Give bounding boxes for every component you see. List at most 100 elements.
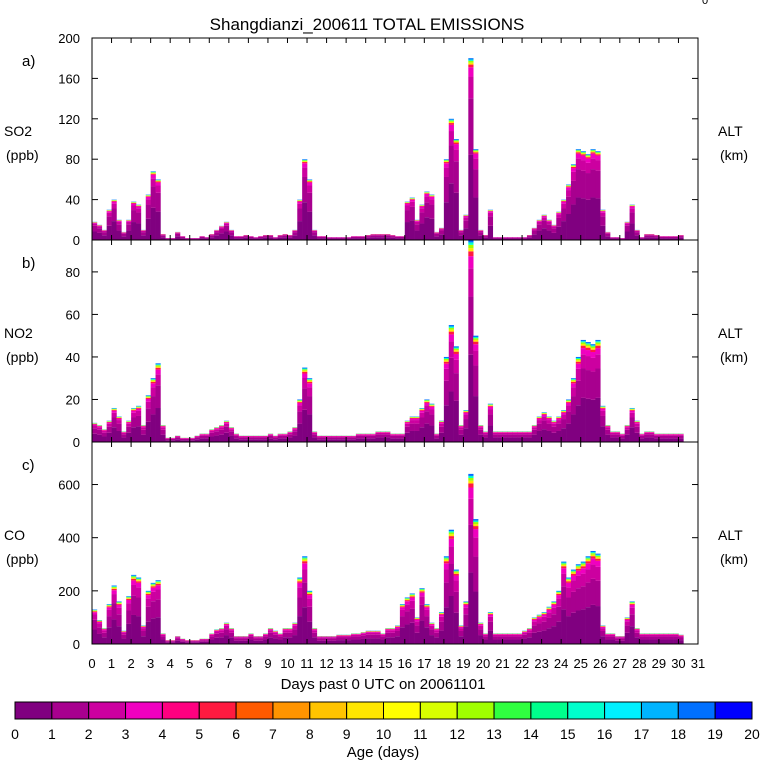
bar-segment [448,119,454,121]
bar-segment [478,624,484,626]
bar-segment [561,411,567,412]
bar-segment [116,224,122,231]
bar-segment [619,434,625,435]
series-bar [634,420,640,442]
bar-segment [443,163,450,168]
bar-segment [605,233,611,237]
bar-segment [380,432,386,433]
bar-segment [658,639,665,644]
series-bar [233,236,239,240]
bar-segment [282,629,288,631]
bar-segment [429,199,435,205]
bar-segment [419,412,425,418]
bar-segment [96,627,103,634]
bar-segment [395,435,401,439]
series-bar [292,229,298,240]
bar-segment [438,423,445,427]
bar-segment [619,434,625,436]
bar-segment [307,182,313,186]
bar-segment [311,637,318,644]
bar-segment [570,414,577,442]
bar-segment [458,636,464,644]
bar-segment [566,616,572,644]
series-bar [326,435,332,442]
bar-segment [536,423,542,431]
bar-segment [126,426,132,433]
bar-segment [448,538,454,547]
bar-segment [155,364,161,366]
bar-segment [468,296,474,355]
bar-segment [155,408,161,442]
bar-segment [649,432,655,435]
bar-segment [150,591,156,602]
colorbar-swatch [125,701,163,720]
bar-segment [365,638,371,644]
series-bar [654,633,660,644]
bar-segment [502,634,508,637]
bar-segment [390,630,396,633]
series-bar [610,633,616,644]
bar-segment [443,363,450,369]
bar-segment [297,203,303,209]
bar-segment [522,437,528,442]
bar-segment [478,635,484,644]
bar-segment [585,370,591,399]
series-bar [390,433,396,442]
bar-segment [492,237,498,239]
bar-segment [307,606,313,622]
series-bar [346,237,352,240]
bar-segment [307,181,313,183]
bar-segment [140,426,147,428]
colorbar-tick-label: 15 [560,726,576,742]
bar-segment [566,196,572,214]
bar-segment [145,196,151,200]
x-tick-label: 20 [476,656,490,671]
bar-segment [580,170,586,199]
bar-segment [131,202,137,204]
series-bar [346,435,352,442]
bar-segment [277,438,283,442]
bar-segment [409,417,415,419]
bar-segment [575,380,582,406]
bar-segment [468,498,474,525]
bar-segment [233,640,239,644]
bar-segment [473,197,479,240]
bar-segment [566,581,572,583]
bar-segment [536,221,542,225]
series-bar [365,433,371,442]
bar-segment [473,149,479,151]
bar-segment [404,600,410,602]
bar-segment [585,607,591,644]
bar-segment [438,612,445,614]
bar-segment [590,564,596,579]
bar-segment [443,357,450,359]
bar-segment [414,220,420,222]
colorbar-tick-label: 9 [343,726,351,742]
series-bar [360,632,366,644]
bar-segment [502,437,508,442]
panel-c-unit: (ppb) [6,551,39,567]
series-bar [443,356,450,442]
bar-segment [438,630,445,644]
bar-segment [448,534,454,537]
bar-segment [551,422,557,424]
x-tick-label: 27 [613,656,627,671]
bar-segment [526,629,533,631]
bar-segment [458,232,464,236]
bar-segment [292,629,298,636]
bar-segment [184,438,191,441]
bar-segment [463,216,469,218]
series-bar [639,633,645,644]
bar-segment [131,584,137,596]
series-bar [478,622,484,644]
bar-segment [336,637,342,641]
bar-segment [209,636,215,640]
bar-segment [326,237,332,239]
bar-segment [570,575,577,581]
bar-segment [629,205,635,207]
bar-segment [228,230,235,233]
bar-segment [536,220,542,222]
bar-segment [673,236,679,239]
bar-segment [453,139,459,141]
series-bar [610,431,616,442]
